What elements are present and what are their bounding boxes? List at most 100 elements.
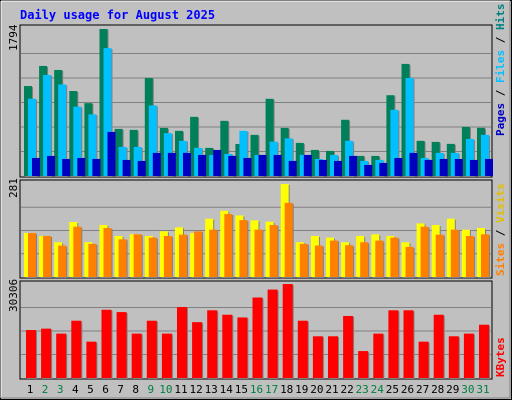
- visits-sites-sites-bar-5: [88, 243, 97, 277]
- legend-hits: Hits: [494, 4, 507, 31]
- visits-sites-sites-bar-28: [435, 234, 444, 277]
- hits-files-pages-files-bar-5: [88, 114, 97, 176]
- visits-sites-sites-bar-21: [330, 240, 338, 277]
- visits-sites-sites-bar-20: [314, 245, 323, 277]
- day-label-26: 26: [401, 383, 414, 396]
- kbytes-kbytes-bar-9: [146, 320, 157, 378]
- kbytes-kbytes-bar-4: [71, 320, 82, 378]
- kbytes-kbytes-bar-17: [267, 289, 278, 378]
- visits-sites-sites-bar-19: [299, 243, 308, 277]
- bar-layer: [24, 29, 493, 379]
- day-label-24: 24: [371, 383, 385, 396]
- hits-files-pages-pages-bar-31: [485, 158, 493, 176]
- hits-files-pages-files-bar-9: [148, 105, 157, 176]
- day-label-22: 22: [340, 383, 353, 396]
- kbytes-kbytes-bar-5: [86, 341, 97, 378]
- day-label-2: 2: [42, 383, 49, 396]
- visits-sites-sites-bar-15: [239, 220, 248, 277]
- day-label-30: 30: [461, 383, 474, 396]
- visits-sites-sites-bar-3: [58, 245, 67, 277]
- kbytes-kbytes-bar-31: [479, 324, 489, 378]
- hits-files-pages-pages-bar-26: [409, 152, 418, 176]
- hits-files-pages-pages-bar-16: [258, 154, 267, 176]
- hits-files-pages-pages-bar-6: [107, 131, 116, 176]
- day-label-10: 10: [159, 383, 172, 396]
- visits-sites-sites-bar-6: [103, 228, 112, 277]
- hits-files-pages-files-bar-18: [284, 138, 293, 176]
- visits-sites-sites-bar-7: [118, 239, 127, 277]
- visits-sites-sites-bar-9: [148, 237, 157, 277]
- hits-files-pages-pages-bar-5: [92, 158, 101, 176]
- hits-files-pages-pages-bar-23: [364, 164, 373, 176]
- hits-files-pages-pages-bar-13: [213, 149, 222, 176]
- day-label-9: 9: [147, 383, 154, 396]
- hits-files-pages-files-bar-30: [465, 138, 474, 176]
- day-label-27: 27: [416, 383, 429, 396]
- visits-sites-sites-bar-2: [43, 235, 52, 277]
- kbytes-kbytes-bar-29: [448, 336, 459, 378]
- day-label-8: 8: [132, 383, 139, 396]
- visits-sites-sites-bar-10: [163, 235, 172, 277]
- day-label-15: 15: [235, 383, 248, 396]
- legend-visits: Visits: [494, 183, 507, 223]
- day-label-7: 7: [117, 383, 124, 396]
- hits-files-pages-files-bar-3: [58, 84, 67, 176]
- visits-sites-sites-bar-30: [465, 235, 474, 277]
- day-label-25: 25: [386, 383, 399, 396]
- day-labels: 1 2 3 4 5 6 7 8 9 10 11 12 13 14 15 16 17 18 19 20 21 22 23 24 2…: [27, 383, 490, 396]
- kbytes-kbytes-bar-3: [56, 333, 67, 378]
- day-label-20: 20: [310, 383, 323, 396]
- hits-files-pages-files-bar-31: [481, 134, 489, 176]
- kbytes-kbytes-bar-19: [297, 320, 308, 378]
- kbytes-kbytes-bar-12: [192, 322, 203, 378]
- kbytes-kbytes-bar-11: [177, 307, 187, 378]
- day-label-28: 28: [431, 383, 444, 396]
- day-label-5: 5: [87, 383, 94, 396]
- visits-sites-sites-bar-4: [73, 226, 82, 277]
- visits-sites-sites-bar-18: [284, 202, 293, 277]
- hits-files-pages-pages-bar-9: [152, 152, 161, 176]
- hits-files-pages-pages-bar-25: [394, 157, 403, 176]
- hits-files-pages-pages-bar-19: [303, 154, 312, 176]
- hits-files-pages-hits-bar-17: [265, 98, 274, 176]
- hits-files-pages-pages-bar-30: [469, 159, 478, 176]
- hits-files-pages-hits-bar-12: [190, 116, 199, 176]
- hits-files-pages-pages-bar-12: [198, 154, 207, 176]
- kbytes-kbytes-bar-8: [131, 333, 142, 378]
- kbytes-kbytes-bar-16: [252, 297, 263, 378]
- visits-sites-sites-bar-25: [390, 237, 399, 277]
- visits-sites-sites-bar-22: [345, 245, 354, 277]
- hits-files-pages-pages-bar-21: [334, 160, 342, 176]
- day-label-23: 23: [356, 383, 369, 396]
- kbytes-kbytes-bar-2: [41, 328, 52, 378]
- hits-files-pages-pages-bar-22: [349, 155, 358, 176]
- hits-files-pages-pages-bar-27: [424, 159, 433, 176]
- kbytes-kbytes-bar-30: [463, 333, 474, 378]
- day-label-19: 19: [295, 383, 308, 396]
- day-label-18: 18: [280, 383, 293, 396]
- hits-files-pages-files-bar-26: [405, 78, 414, 176]
- legend-sites: Sites: [494, 243, 507, 276]
- hits-files-pages-pages-bar-14: [228, 155, 237, 176]
- visits-sites-sites-bar-27: [420, 226, 429, 277]
- kbytes-kbytes-bar-1: [26, 330, 36, 378]
- legend-sep-3: /: [494, 223, 507, 243]
- day-label-17: 17: [265, 383, 278, 396]
- legend-pages: Pages: [494, 103, 507, 136]
- hits-files-pages-pages-bar-15: [243, 157, 252, 176]
- kbytes-kbytes-bar-28: [433, 314, 444, 378]
- visits-ymax-label: 281: [7, 178, 20, 198]
- legend-kbytes: KBytes: [494, 337, 507, 377]
- kbytes-kbytes-bar-21: [328, 336, 338, 378]
- day-label-16: 16: [250, 383, 263, 396]
- kbytes-kbytes-bar-10: [161, 333, 172, 378]
- visits-sites-sites-bar-14: [224, 214, 233, 277]
- visits-sites-sites-bar-26: [405, 246, 414, 277]
- hits-files-pages-files-bar-4: [73, 106, 82, 176]
- day-label-1: 1: [27, 383, 34, 396]
- kbytes-ymax-label: 30306: [7, 279, 20, 312]
- kbytes-kbytes-bar-26: [403, 310, 414, 378]
- hits-files-pages-pages-bar-4: [77, 157, 86, 176]
- hits-files-pages-hits-bar-14: [220, 120, 229, 176]
